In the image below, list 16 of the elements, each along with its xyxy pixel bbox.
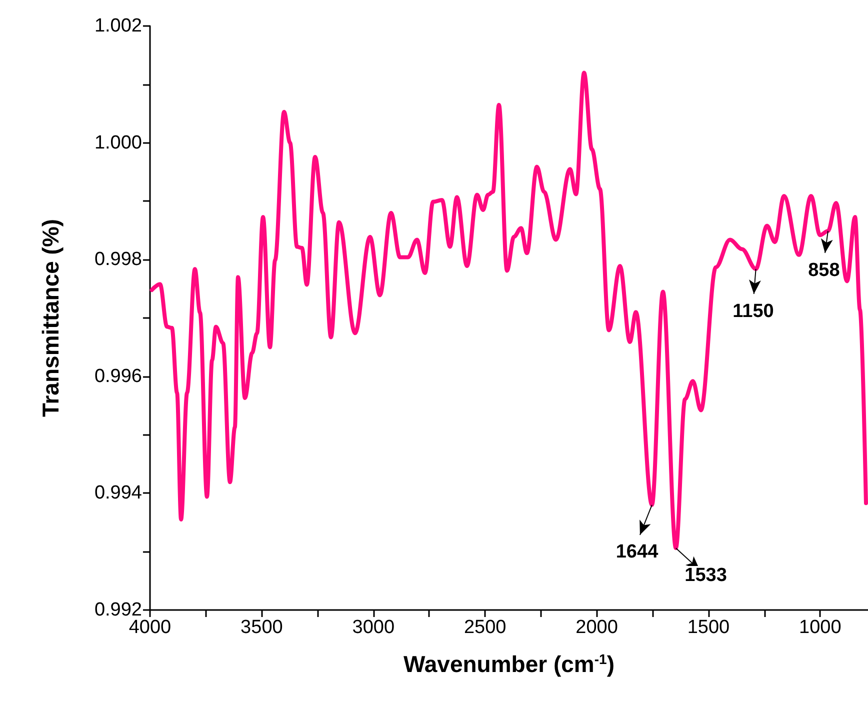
- annotation: 1533: [684, 565, 727, 586]
- x-tick-label: 2500: [464, 617, 506, 638]
- annotation: 1150: [732, 300, 774, 322]
- x-tick-label: 2000: [576, 617, 618, 638]
- x-tick-label: 1000: [799, 617, 842, 638]
- y-axis-title: Transmittance (%): [38, 218, 64, 418]
- x-tick-label: 3000: [352, 617, 395, 638]
- x-tick-label: 3500: [240, 617, 283, 638]
- y-tick-label: 0.994: [94, 482, 142, 504]
- y-tick-label: 1.002: [94, 16, 142, 36]
- y-tick-label: 0.996: [94, 366, 142, 387]
- x-tick-label: 1500: [687, 617, 730, 638]
- y-tick-label: 0.998: [94, 249, 142, 270]
- annotation: 1644: [616, 541, 659, 562]
- y-tick-label: 1.000: [94, 132, 142, 154]
- annotation: 858: [808, 260, 840, 281]
